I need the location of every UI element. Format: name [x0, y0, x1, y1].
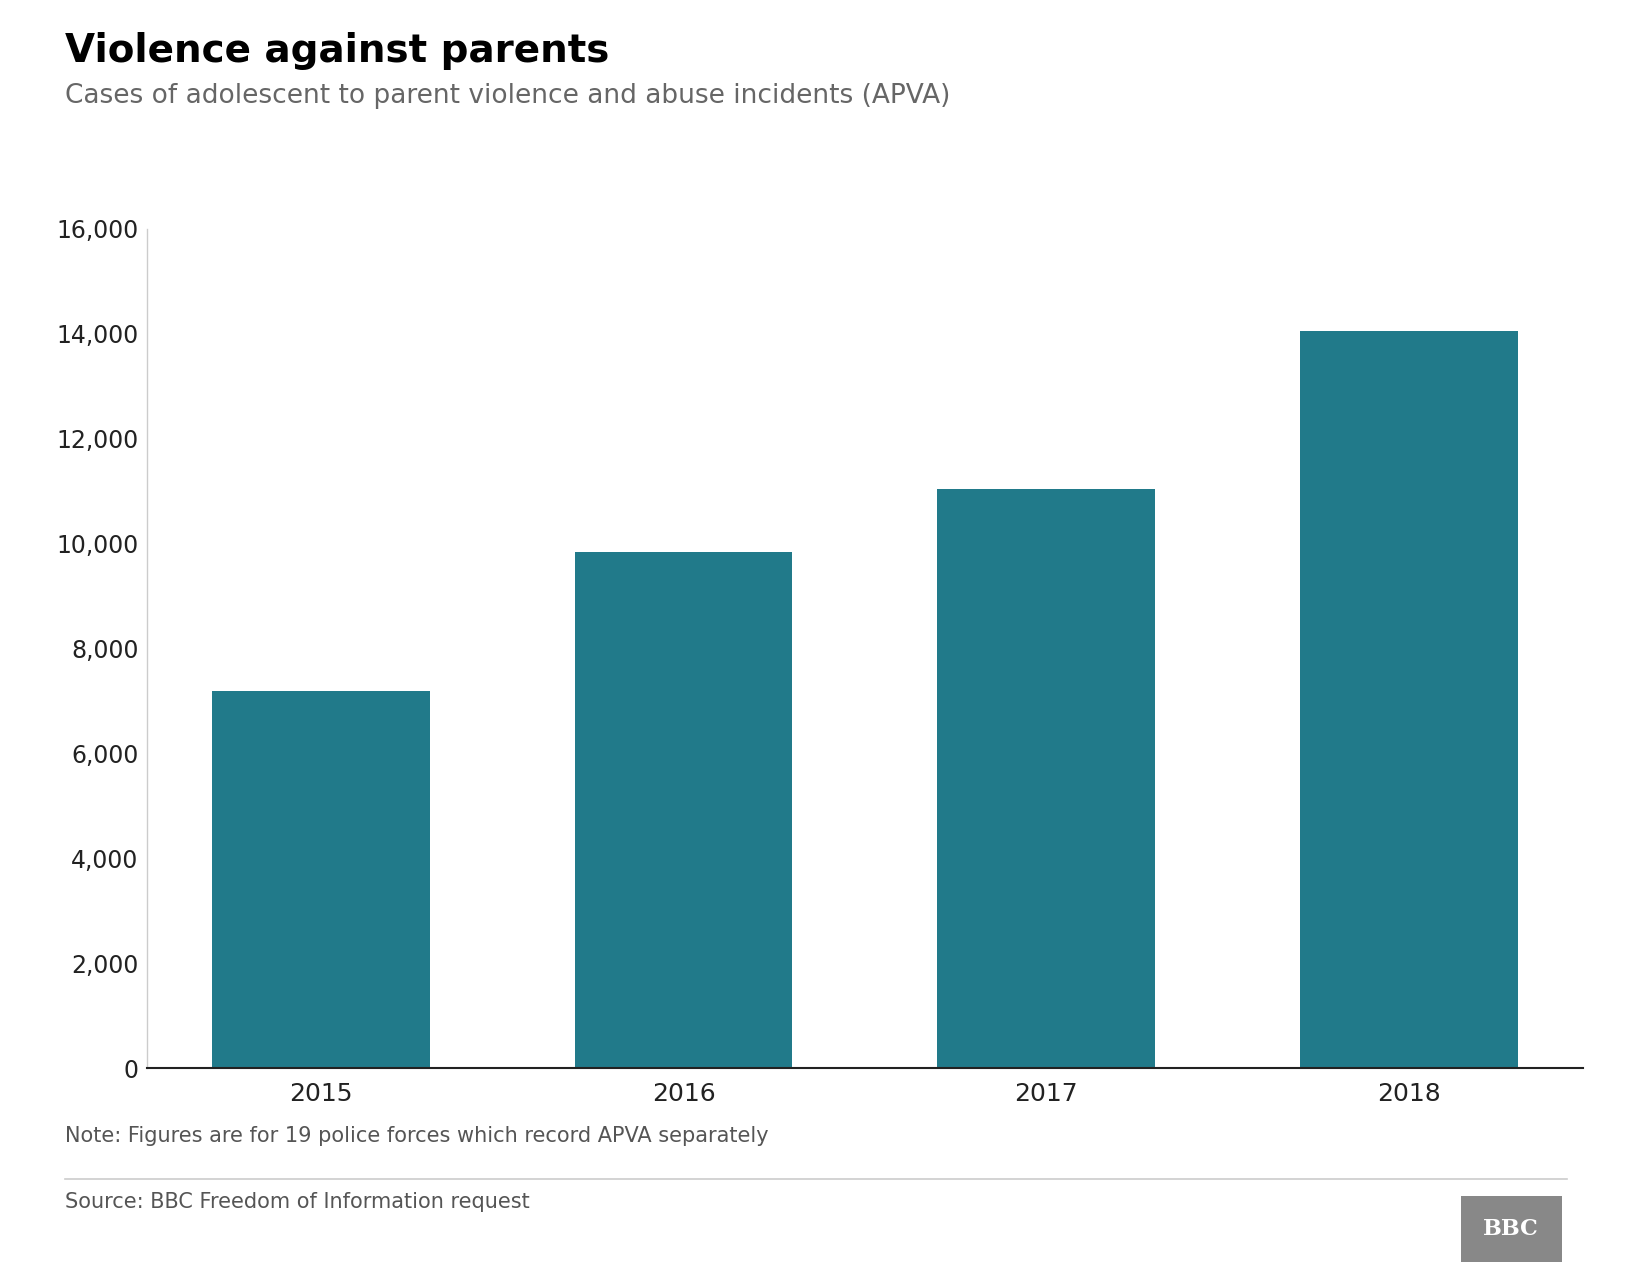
- Text: BBC: BBC: [1483, 1217, 1539, 1240]
- Text: Source: BBC Freedom of Information request: Source: BBC Freedom of Information reque…: [65, 1192, 530, 1212]
- Bar: [1301, 331, 1518, 1068]
- Bar: [212, 691, 429, 1068]
- Text: Cases of adolescent to parent violence and abuse incidents (APVA): Cases of adolescent to parent violence a…: [65, 83, 951, 108]
- Text: Note: Figures are for 19 police forces which record APVA separately: Note: Figures are for 19 police forces w…: [65, 1126, 769, 1146]
- Text: Violence against parents: Violence against parents: [65, 32, 610, 70]
- Bar: [574, 552, 793, 1068]
- Bar: [937, 488, 1155, 1068]
